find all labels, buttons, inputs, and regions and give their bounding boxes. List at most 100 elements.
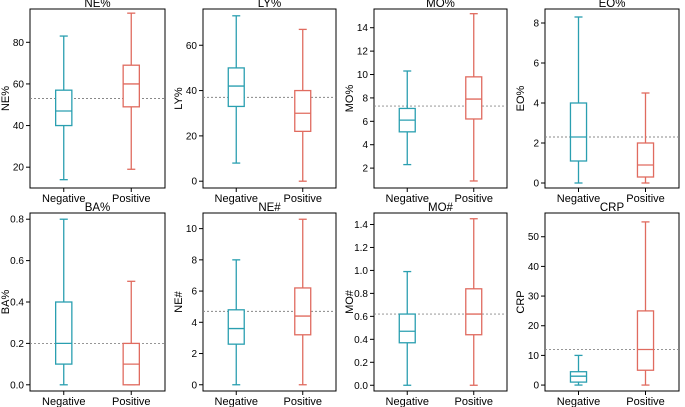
panel-title: MO%: [426, 0, 455, 10]
iqr-box: [122, 64, 141, 108]
plot-frame: [202, 8, 337, 189]
y-tick-label: 2: [362, 164, 368, 175]
panel-1: NE% NE% 20 40 60 80 Negative Positive: [0, 0, 166, 205]
plot-frame: [29, 212, 166, 392]
y-tick-label: 30: [528, 292, 540, 303]
x-tick-label: Negative: [42, 396, 85, 407]
plot-frame: [373, 212, 508, 392]
box-negative: [227, 15, 245, 164]
y-tick-label: 12: [357, 47, 369, 58]
x-tick-label: Negative: [215, 396, 258, 407]
y-tick-label: 0: [533, 179, 539, 190]
y-tick-label: 0.0: [354, 381, 368, 392]
box-negative: [55, 218, 73, 386]
y-tick-label: 80: [13, 38, 25, 49]
box-positive: [636, 221, 655, 386]
panel-5: BA% BA% 0.0 0.2 0.4 0.6 0.8 Negative Positive: [0, 202, 166, 407]
y-tick-label: 0.2: [10, 339, 24, 350]
box-negative: [227, 259, 245, 386]
y-tick-label: 14: [357, 23, 369, 34]
plot-frame: [373, 8, 508, 189]
iqr-box: [465, 76, 483, 120]
box-positive: [294, 28, 312, 182]
x-tick-label: Positive: [283, 193, 322, 205]
plot-frame: [202, 212, 337, 392]
x-tick-label: Positive: [626, 396, 665, 407]
y-tick-label: 40: [186, 86, 198, 97]
y-tick-label: 10: [528, 351, 540, 362]
panel-6: NE# NE# 0 2 4 6 8 10 Negative Positive: [173, 202, 337, 407]
x-tick-label: Negative: [386, 396, 429, 407]
x-tick-label: Negative: [557, 193, 600, 205]
y-tick-label: 50: [528, 232, 540, 243]
y-tick-label: 2: [533, 139, 539, 150]
y-tick-label: 0.0: [10, 380, 24, 391]
box-positive: [294, 218, 312, 386]
y-tick-label: 6: [191, 287, 197, 298]
y-axis-label: LY%: [173, 87, 185, 110]
y-tick-label: 10: [186, 224, 198, 235]
panel-2: LY% LY% 0 20 40 60 Negative Positive: [173, 0, 337, 205]
box-positive: [122, 12, 141, 170]
y-tick-label: 60: [186, 41, 198, 52]
y-tick-label: 0.8: [10, 215, 24, 226]
y-axis-label: NE%: [0, 86, 12, 111]
y-tick-label: 6: [533, 59, 539, 70]
iqr-box: [55, 301, 73, 365]
y-axis-label: BA%: [0, 290, 12, 315]
panel-title: EO%: [599, 0, 626, 10]
y-axis-label: MO%: [344, 85, 356, 113]
box-negative: [569, 354, 588, 386]
x-tick-label: Negative: [386, 193, 429, 205]
y-tick-label: 0.8: [354, 289, 368, 300]
iqr-box: [398, 313, 416, 344]
y-tick-label: 1.4: [354, 220, 368, 231]
panel-4: EO% EO% 0 2 4 6 8 Negative Positive: [515, 0, 680, 205]
iqr-box: [294, 287, 312, 336]
x-tick-label: Negative: [557, 396, 600, 407]
y-axis-label: EO%: [515, 85, 527, 111]
panel-title: MO#: [428, 202, 454, 214]
x-tick-label: Positive: [454, 396, 493, 407]
panel-title: LY%: [258, 0, 281, 10]
panel-title: BA%: [85, 202, 111, 214]
y-tick-label: 2: [191, 349, 197, 360]
y-tick-label: 8: [362, 93, 368, 104]
x-tick-label: Negative: [42, 193, 85, 205]
y-tick-label: 10: [357, 70, 369, 81]
y-tick-label: 0.2: [354, 358, 368, 369]
iqr-box: [569, 371, 588, 383]
x-tick-label: Positive: [626, 193, 665, 205]
plot-frame: [544, 8, 680, 189]
panel-3: MO% MO% 2 4 6 8 10 12 14 Negative Positive: [344, 0, 508, 205]
y-tick-label: 20: [13, 163, 25, 174]
iqr-box: [465, 288, 483, 336]
x-tick-label: Negative: [215, 193, 258, 205]
panel-title: CRP: [600, 202, 625, 214]
box-negative: [398, 270, 416, 386]
y-axis-label: MO#: [344, 289, 356, 314]
y-tick-label: 20: [186, 131, 198, 142]
y-tick-label: 4: [191, 318, 197, 329]
y-axis-label: CRP: [515, 290, 527, 313]
iqr-box: [569, 102, 588, 162]
box-positive: [465, 218, 483, 386]
box-negative: [398, 70, 416, 166]
iqr-box: [294, 89, 312, 133]
box-negative: [569, 16, 588, 184]
y-tick-label: 4: [362, 140, 368, 151]
y-tick-label: 0.4: [10, 298, 24, 309]
iqr-box: [227, 67, 245, 108]
y-tick-label: 0.4: [354, 335, 368, 346]
iqr-box: [636, 142, 655, 178]
iqr-box: [636, 310, 655, 371]
panel-7: MO# MO# 0.0 0.2 0.4 0.6 0.8 1.0 1.2 1.4 Negative Po…: [344, 202, 508, 407]
x-tick-label: Positive: [454, 193, 493, 205]
y-tick-label: 0: [533, 381, 539, 392]
panel-title: NE#: [258, 202, 281, 214]
y-tick-label: 1.0: [354, 266, 368, 277]
plot-frame: [544, 212, 680, 392]
y-tick-label: 0: [191, 177, 197, 188]
x-tick-label: Positive: [112, 396, 151, 407]
y-tick-label: 40: [13, 121, 25, 132]
